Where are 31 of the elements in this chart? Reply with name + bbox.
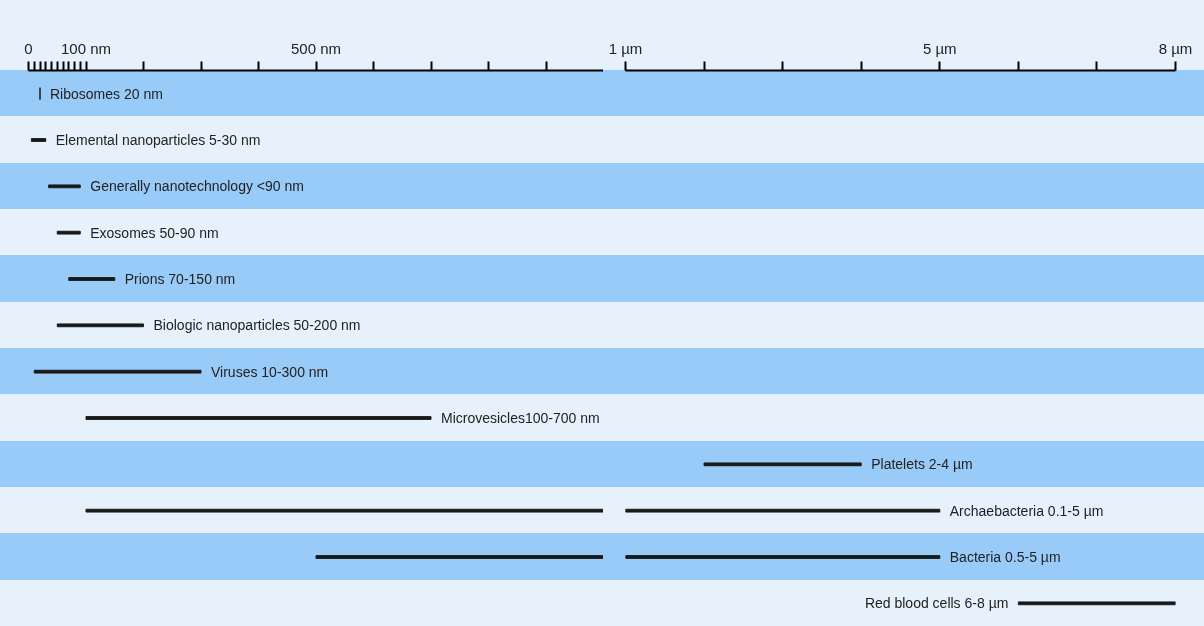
x-tick-label: 8 µm — [1158, 39, 1193, 57]
category-label: Generally nanotechnology <90 nm — [90, 178, 304, 195]
category-label: Archaebacteria 0.1-5 µm — [949, 502, 1104, 519]
category-label: Viruses 10-300 nm — [211, 363, 329, 380]
bar — [315, 555, 603, 559]
bar — [625, 508, 941, 513]
bar — [703, 462, 862, 467]
x-tick-label: 5 µm — [922, 39, 957, 57]
bar — [85, 508, 603, 513]
x-tick-label: 0 — [24, 39, 33, 57]
category-label: Red blood cells 6-8 µm — [864, 595, 1009, 612]
x-tick-label: 100 nm — [60, 39, 112, 57]
bar — [85, 416, 432, 420]
category-label: Prions 70-150 nm — [124, 271, 236, 287]
category-label: Microvesicles100-700 nm — [441, 410, 600, 426]
bar — [625, 555, 941, 559]
x-tick-label: 500 nm — [290, 39, 342, 57]
category-label: Bacteria 0.5-5 µm — [949, 549, 1061, 565]
bar — [48, 184, 81, 189]
category-label: Platelets 2-4 µm — [871, 456, 973, 473]
bar — [30, 138, 47, 142]
bar — [1017, 601, 1176, 606]
x-tick-label: 1 µm — [608, 39, 643, 57]
bar — [56, 323, 144, 328]
category-label: Ribosomes 20 nm — [50, 85, 163, 102]
category-label: Exosomes 50-90 nm — [90, 224, 219, 241]
category-label: Biologic nanoparticles 50-200 nm — [153, 317, 361, 334]
bar — [33, 369, 202, 374]
bar — [68, 277, 116, 281]
category-label: Elemental nanoparticles 5-30 nm — [55, 132, 261, 148]
bar — [56, 230, 81, 235]
